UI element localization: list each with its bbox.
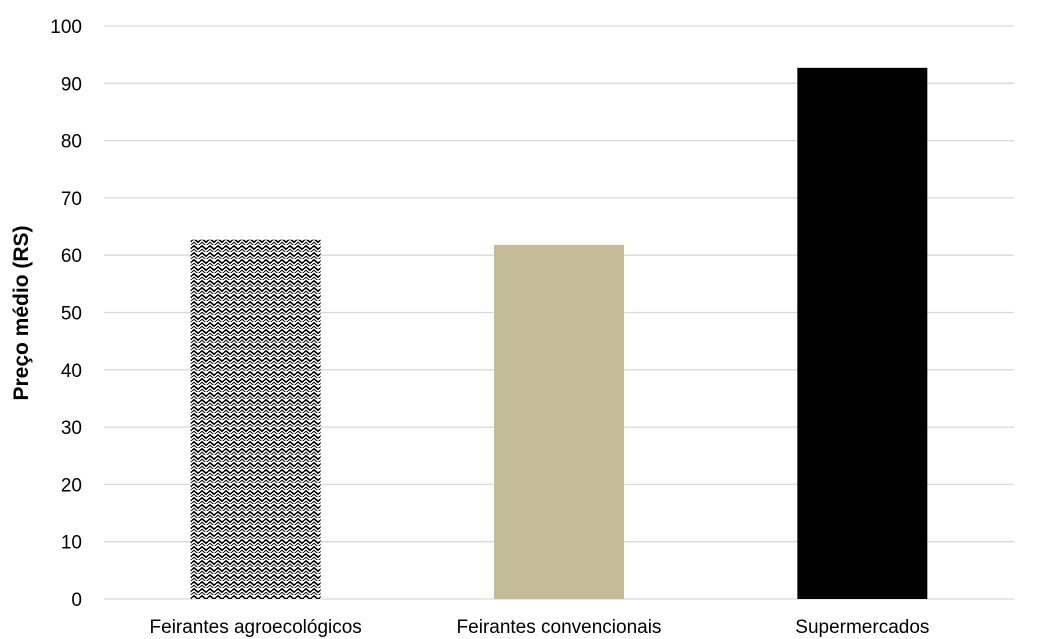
x-category-label: Supermercados: [795, 617, 929, 638]
y-tick-label: 50: [61, 304, 82, 325]
y-tick-label: 70: [61, 189, 82, 210]
bars: [190, 67, 928, 600]
y-tick-label: 100: [50, 17, 82, 38]
x-category-label: Feirantes agroecológicos: [150, 617, 362, 638]
bar-1: [190, 239, 321, 599]
y-tick-label: 0: [71, 590, 82, 611]
y-axis-ticks: 0 10 20 30 40 50 60 70 80 90 100: [50, 17, 82, 611]
bar-2: [494, 244, 624, 600]
y-axis-title: Preço médio (RS): [10, 225, 33, 400]
y-tick-label: 80: [61, 132, 82, 153]
y-tick-label: 40: [61, 361, 82, 382]
x-axis-labels: Feirantes agroecológicos Feirantes conven…: [150, 617, 930, 638]
x-category-label: Feirantes convencionais: [457, 617, 662, 638]
y-tick-label: 20: [61, 475, 82, 496]
y-tick-label: 90: [61, 74, 82, 95]
y-tick-label: 10: [61, 533, 82, 554]
y-tick-label: 60: [61, 246, 82, 267]
y-tick-label: 30: [61, 418, 82, 439]
bar-3: [797, 67, 928, 600]
